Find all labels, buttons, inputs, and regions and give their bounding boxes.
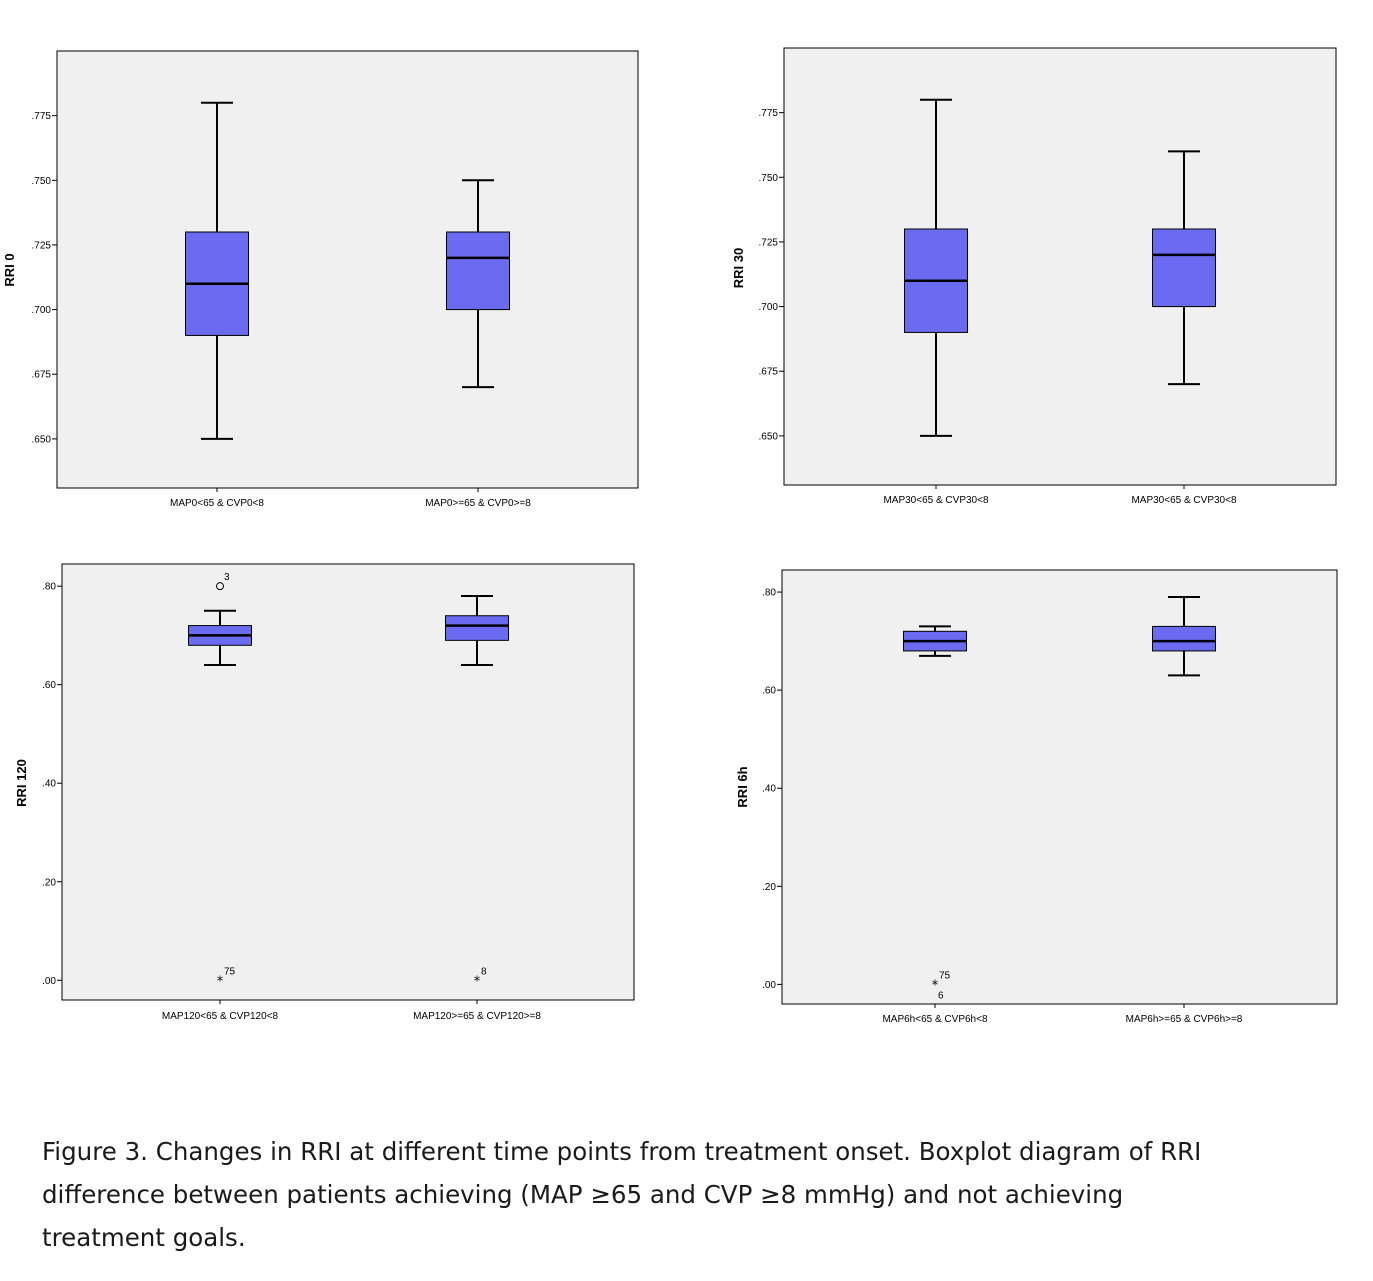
y-tick-label: .80 bbox=[42, 582, 56, 593]
outlier-star: * bbox=[217, 974, 224, 989]
y-tick-label: .20 bbox=[42, 877, 56, 888]
x-category-label: MAP30<65 & CVP30<8 bbox=[1131, 495, 1237, 506]
box-group bbox=[1152, 595, 1216, 677]
y-tick-label: .675 bbox=[759, 367, 779, 378]
x-category-label: MAP120<65 & CVP120<8 bbox=[162, 1011, 279, 1022]
x-category-label: MAP0<65 & CVP0<8 bbox=[170, 498, 264, 509]
y-tick-label: .650 bbox=[759, 431, 779, 442]
y-tick-label: .650 bbox=[32, 434, 52, 445]
boxplot-panel: .00 .20 .40 .60 .80 RRI 120 MAP120<65 & CVP120… bbox=[14, 563, 635, 1022]
box-group bbox=[904, 98, 968, 437]
y-tick-label: .725 bbox=[759, 237, 779, 248]
plot-area bbox=[56, 50, 639, 489]
y-tick-label: .775 bbox=[759, 108, 779, 119]
outlier-circle bbox=[216, 582, 224, 591]
box-group: *75 6 bbox=[903, 625, 967, 1001]
boxplot-panel: .650 .675 .700 .725 .750 .775 RRI 0 MAP0<65 & C… bbox=[2, 50, 639, 509]
plot-area bbox=[61, 563, 635, 1001]
y-tick-label: .750 bbox=[32, 176, 52, 187]
iqr-box bbox=[1152, 625, 1216, 652]
iqr-box bbox=[445, 615, 509, 641]
x-category-label: MAP6h>=65 & CVP6h>=8 bbox=[1126, 1014, 1243, 1025]
y-tick-label: .60 bbox=[42, 680, 56, 691]
y-tick-label: .80 bbox=[762, 588, 776, 599]
y-tick-label: .775 bbox=[32, 111, 52, 122]
iqr-box bbox=[1152, 228, 1216, 308]
outlier-label: 75 bbox=[224, 966, 236, 977]
y-tick-label: .00 bbox=[762, 980, 776, 991]
y-tick-label: .60 bbox=[762, 686, 776, 697]
boxplot-panel: .00 .20 .40 .60 .80 RRI 6h MAP6h<65 & CVP6h<8 M… bbox=[735, 569, 1338, 1025]
plot-area bbox=[781, 569, 1338, 1005]
outlier-label: 6 bbox=[938, 990, 944, 1001]
boxplot-panel: .650 .675 .700 .725 .750 .775 RRI 30 MAP30<65 &… bbox=[731, 47, 1337, 506]
y-tick-label: .40 bbox=[762, 784, 776, 795]
y-axis-label: RRI 0 bbox=[2, 253, 17, 286]
y-axis-label: RRI 6h bbox=[735, 766, 750, 807]
y-tick-label: .675 bbox=[32, 370, 52, 381]
y-tick-label: .700 bbox=[32, 305, 52, 316]
box-group: 3 *75 bbox=[188, 572, 252, 989]
x-category-label: MAP30<65 & CVP30<8 bbox=[883, 495, 989, 506]
box-group bbox=[1152, 150, 1216, 386]
y-tick-label: .725 bbox=[32, 240, 52, 251]
outlier-label: 75 bbox=[939, 970, 951, 981]
box-group bbox=[446, 179, 510, 389]
outlier-star: * bbox=[474, 974, 481, 989]
outlier-label: 8 bbox=[481, 966, 487, 977]
figure: .650 .675 .700 .725 .750 .775 RRI 0 MAP0<65 & C… bbox=[2, 47, 1338, 1025]
plot-area bbox=[783, 47, 1337, 486]
y-tick-label: .750 bbox=[759, 173, 779, 184]
y-tick-label: .00 bbox=[42, 976, 56, 987]
box-group: *8 bbox=[445, 595, 509, 989]
x-category-label: MAP6h<65 & CVP6h<8 bbox=[882, 1014, 988, 1025]
y-tick-label: .20 bbox=[762, 882, 776, 893]
iqr-box bbox=[446, 231, 510, 311]
figure-caption: Figure 3. Changes in RRI at different ti… bbox=[42, 1137, 1202, 1252]
y-axis-label: RRI 120 bbox=[14, 759, 29, 807]
outlier-star: * bbox=[932, 978, 939, 993]
x-category-label: MAP120>=65 & CVP120>=8 bbox=[413, 1011, 541, 1022]
y-tick-label: .700 bbox=[759, 302, 779, 313]
box-group bbox=[185, 101, 249, 440]
y-axis-label: RRI 30 bbox=[731, 248, 746, 288]
outlier-label: 3 bbox=[224, 572, 230, 583]
y-tick-label: .40 bbox=[42, 779, 56, 790]
x-category-label: MAP0>=65 & CVP0>=8 bbox=[425, 498, 531, 509]
